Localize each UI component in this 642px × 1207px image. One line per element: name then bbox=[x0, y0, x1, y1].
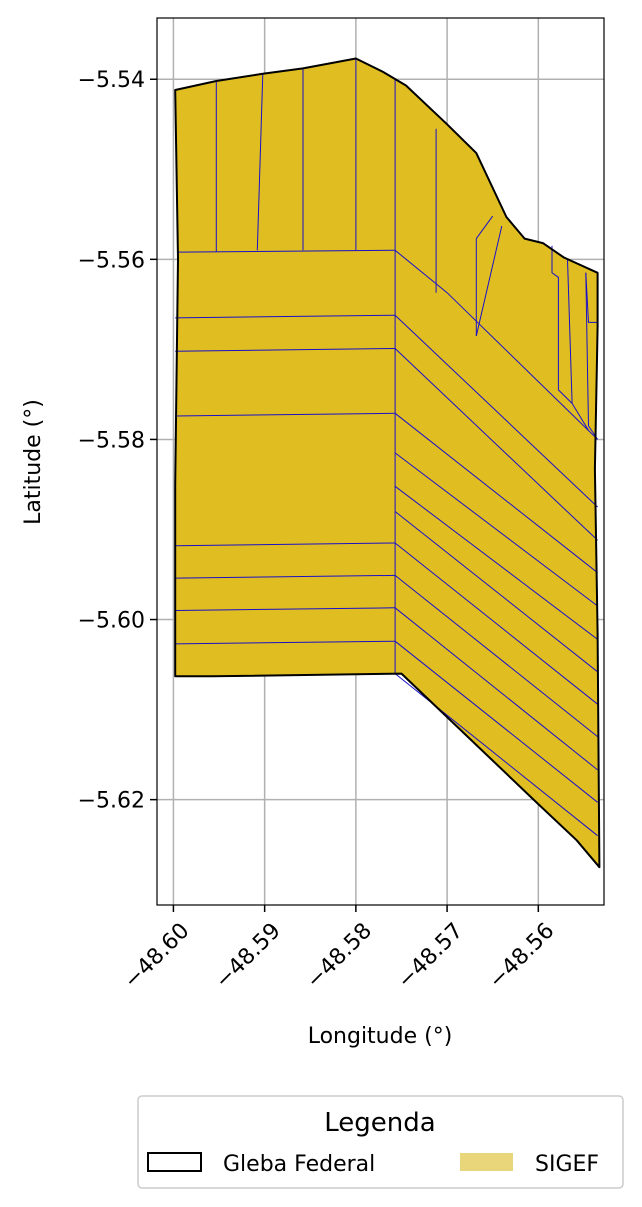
plot-frame bbox=[156, 17, 605, 906]
legend-gleba-federal-label: Gleba Federal bbox=[223, 1152, 375, 1177]
sigef-parcel-line bbox=[394, 607, 598, 771]
x-tick-label: −48.60 bbox=[119, 918, 194, 993]
x-tick-label: −48.56 bbox=[484, 918, 559, 993]
legend-sigef-label: SIGEF bbox=[535, 1152, 599, 1177]
sigef-parcel-line bbox=[394, 249, 598, 440]
y-tick-label: −5.60 bbox=[78, 609, 145, 634]
sigef-parcel-line bbox=[175, 640, 396, 645]
sigef-parcel-line bbox=[551, 245, 573, 404]
sigef-parcel-line bbox=[175, 314, 396, 319]
y-tick-label: −5.56 bbox=[78, 248, 145, 273]
sigef-parcel-line bbox=[175, 607, 396, 611]
sigef-parcel-line bbox=[175, 348, 396, 352]
sigef-parcel-line bbox=[394, 575, 598, 737]
sigef-parcel-lines bbox=[175, 58, 599, 837]
gleba-federal-boundary bbox=[174, 57, 601, 869]
sigef-parcel-line bbox=[585, 272, 598, 323]
legend-title: Legenda bbox=[324, 1108, 435, 1138]
sigef-parcel-line bbox=[394, 485, 598, 640]
legend-gleba-federal-swatch bbox=[147, 1152, 202, 1172]
y-axis-label: Latitude (°) bbox=[21, 399, 46, 525]
sigef-parcel-line bbox=[177, 249, 396, 253]
sigef-parcel-line bbox=[394, 511, 598, 673]
sigef-parcel-line bbox=[475, 215, 494, 239]
sigef-parcel-line bbox=[394, 452, 598, 607]
x-tick-label: −48.58 bbox=[302, 918, 377, 993]
sigef-parcel-line bbox=[394, 542, 598, 705]
sigef-parcel-line bbox=[175, 574, 396, 579]
sigef-parcel-line bbox=[394, 314, 598, 508]
x-axis-label: Longitude (°) bbox=[308, 1024, 453, 1049]
sigef-parcel-line bbox=[394, 348, 598, 541]
y-tick-label: −5.54 bbox=[78, 68, 145, 93]
sigef-parcel-line bbox=[475, 225, 503, 337]
y-axis-ticks: −5.54 −5.56 −5.58 −5.60 −5.62 bbox=[78, 68, 157, 814]
x-tick-label: −48.57 bbox=[393, 918, 468, 993]
y-tick-label: −5.62 bbox=[78, 789, 145, 814]
sigef-parcel-line bbox=[567, 259, 589, 431]
sigef-parcel-line bbox=[394, 640, 598, 803]
x-axis-ticks: −48.60 −48.59 −48.58 −48.57 −48.56 bbox=[119, 905, 559, 994]
y-tick-label: −5.58 bbox=[78, 428, 145, 453]
legend-sigef-swatch bbox=[460, 1153, 513, 1171]
sigef-parcel-line bbox=[256, 73, 264, 251]
sigef-area bbox=[175, 58, 600, 868]
legend: Legenda Gleba Federal SIGEF bbox=[137, 1095, 624, 1189]
sigef-parcel-line bbox=[175, 542, 396, 547]
sigef-parcel-line bbox=[175, 412, 396, 417]
sigef-parcel-line bbox=[394, 412, 598, 574]
x-tick-label: −48.59 bbox=[211, 918, 286, 993]
map-area bbox=[174, 57, 601, 869]
